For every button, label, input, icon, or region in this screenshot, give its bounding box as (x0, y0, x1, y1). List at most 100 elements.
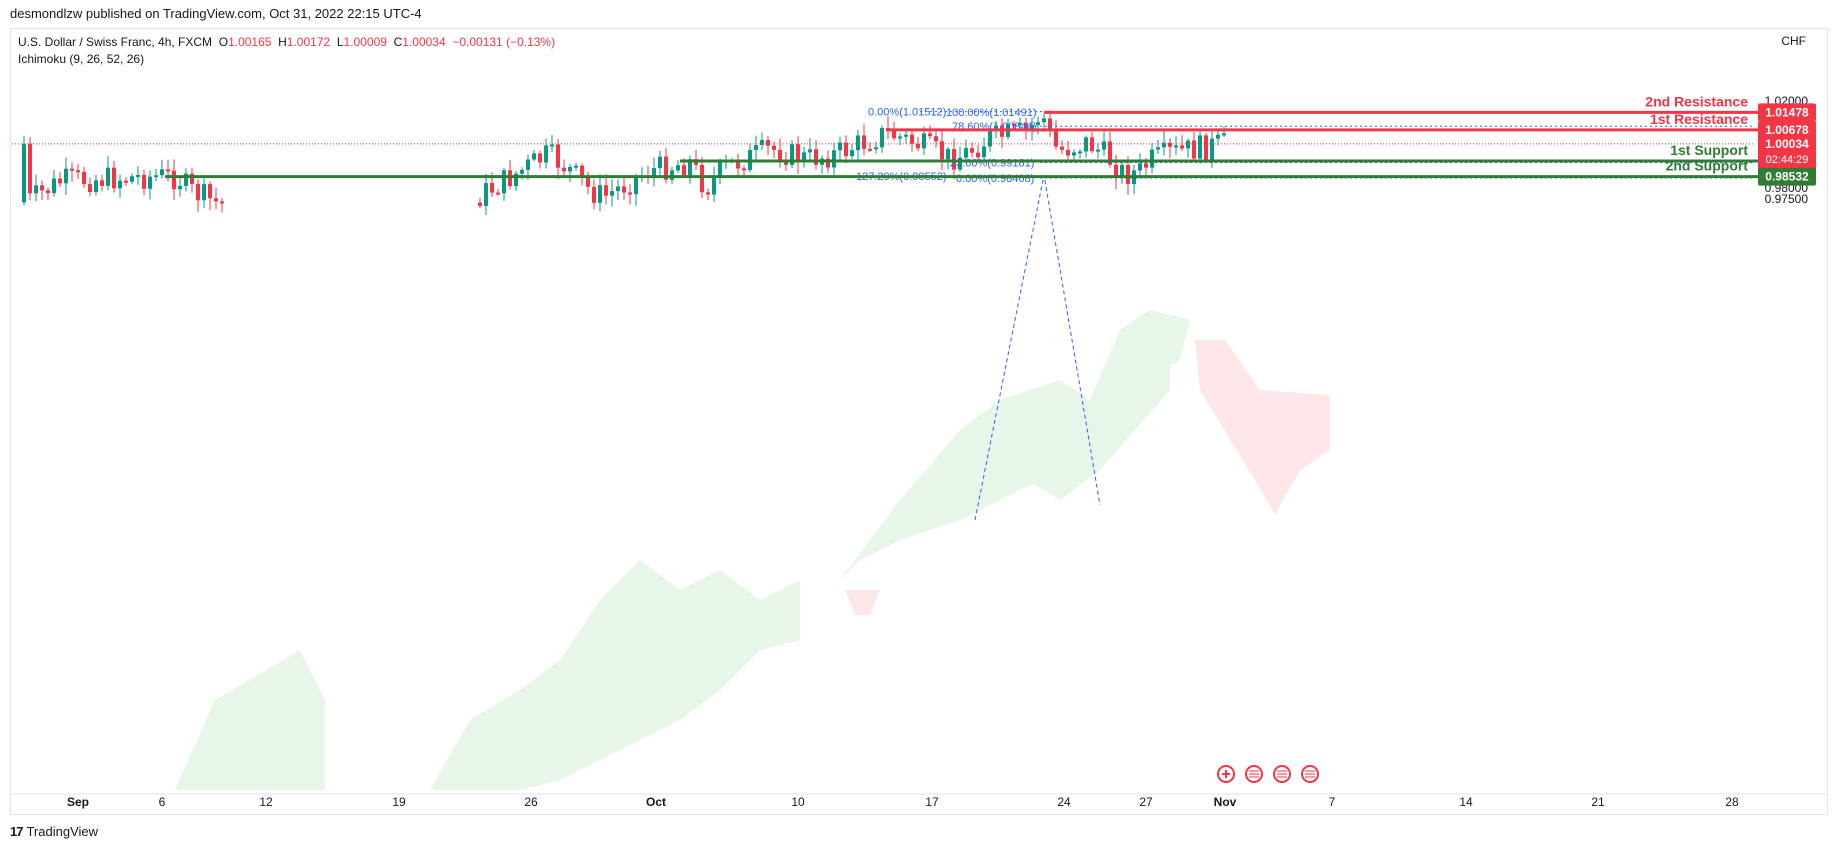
candle-body (1054, 130, 1058, 147)
candle-body (490, 183, 494, 193)
countdown-label: 02:44:29 (1766, 154, 1809, 166)
candle-body (520, 169, 524, 174)
candle-body (628, 192, 632, 195)
level-price-tag-label: 1.00678 (1765, 123, 1809, 137)
candle-body (946, 149, 950, 160)
candle-body (544, 145, 548, 163)
fib-label: 0.00%(1.01512) (868, 107, 946, 119)
open-value: 1.00165 (228, 35, 272, 49)
level-price-tag[interactable] (1758, 103, 1816, 122)
candle-body (130, 176, 134, 182)
candle-body (1078, 151, 1082, 154)
candle-body (1024, 122, 1028, 130)
candle-body (1192, 140, 1196, 159)
candle-body (58, 178, 62, 184)
candle-body (1204, 135, 1208, 160)
candle-body (718, 162, 722, 178)
candle-body (1060, 146, 1064, 150)
candle-body (580, 165, 584, 178)
candle-body (154, 175, 158, 178)
candle-body (586, 177, 590, 187)
price-chart[interactable]: 0.00%(1.01512) 100.00%(1.01491) 78.60%(1.0… (0, 0, 1834, 820)
candle-body (34, 185, 38, 194)
candle-body (970, 148, 974, 153)
candle-body (556, 144, 560, 168)
candle-body (940, 141, 944, 160)
candle-body (52, 178, 56, 194)
current-price-tag[interactable] (1758, 134, 1816, 168)
candle-body (526, 159, 530, 170)
x-tick-label: Nov (1214, 795, 1237, 809)
candle-body (952, 149, 956, 170)
candle-body (124, 180, 128, 183)
economic-events[interactable] (1217, 765, 1319, 783)
level-price-tag-label: 0.98532 (1765, 170, 1809, 184)
candle-body (832, 150, 836, 168)
candle-body (1084, 137, 1088, 152)
support-level-name: 1st Support (1670, 142, 1748, 158)
candle-body (856, 135, 860, 151)
y-tick-label: 0.97500 (1765, 192, 1809, 206)
open-label: O (218, 35, 229, 49)
symbol-name[interactable]: U.S. Dollar / Swiss Franc, 4h, FXCM (18, 35, 213, 49)
candle-body (1048, 118, 1052, 131)
close-label: C (393, 35, 403, 49)
level-price-tag[interactable] (1758, 120, 1816, 139)
candle-body (772, 145, 776, 150)
candle-body (1012, 124, 1016, 127)
candle-body (64, 168, 68, 184)
low-value: 1.00009 (343, 35, 387, 49)
level-price-tag[interactable] (1758, 167, 1816, 186)
cloud-bearish-area (1195, 340, 1330, 515)
x-tick-label: 27 (1139, 795, 1153, 809)
candle-body (196, 183, 200, 201)
candle-body (94, 180, 98, 192)
candle-body (712, 177, 716, 195)
candle-body (706, 192, 710, 195)
y-axis[interactable]: 1.020001.010001.005000.995000.990000.980… (1758, 94, 1816, 206)
candle-body (100, 180, 104, 186)
x-tick-label: 26 (524, 795, 538, 809)
candle-body (1102, 141, 1106, 150)
cloud-bullish-area (430, 560, 800, 790)
candle-body (892, 129, 896, 139)
indicator-label[interactable]: Ichimoku (9, 26, 52, 26) (18, 52, 145, 66)
candle-body (1072, 152, 1076, 156)
candle-body (70, 168, 74, 171)
candle-body (1186, 140, 1190, 149)
candle-body (976, 152, 980, 158)
candle-body (148, 176, 152, 189)
support-level-name: 2nd Support (1666, 158, 1749, 174)
candle-body (688, 159, 692, 176)
candle-body (826, 158, 830, 168)
candle-body (562, 167, 566, 172)
candle-body (106, 167, 110, 186)
chart-legend: U.S. Dollar / Swiss Franc, 4h, FXCM O1.0… (18, 34, 555, 68)
candle-body (88, 184, 92, 192)
candle-body (652, 168, 656, 178)
footer-brand[interactable]: 17 TradingView (10, 824, 98, 839)
fib-zigzag-line (974, 174, 1101, 521)
resistance-level-name: 1st Resistance (1650, 111, 1748, 127)
high-value: 1.00172 (286, 35, 331, 49)
x-tick-label: 24 (1057, 795, 1071, 809)
candle-body (616, 186, 620, 192)
levels-layer: 0.00%(1.01512) 100.00%(1.01491) 78.60%(1.0… (12, 93, 1758, 521)
candle-body (1036, 122, 1040, 125)
candle-body (208, 184, 212, 199)
candle-body (172, 170, 176, 190)
candle-body (592, 186, 596, 203)
candle-body (40, 185, 44, 191)
candle-body (1138, 163, 1142, 171)
cloud-bullish-area (840, 310, 1190, 580)
candle-body (874, 147, 878, 150)
x-tick-label: 21 (1591, 795, 1605, 809)
candle-body (796, 144, 800, 163)
candle-body (28, 143, 32, 194)
candle-body (1198, 135, 1202, 159)
x-axis[interactable]: Sep 6 12 19 26 Oct 10 17 24 27 Nov 7 14 21 28 (12, 793, 1828, 809)
candle-body (814, 149, 818, 165)
candle-body (82, 171, 86, 185)
x-tick-label: 17 (925, 795, 939, 809)
cloud-bullish-area (1010, 330, 1170, 500)
